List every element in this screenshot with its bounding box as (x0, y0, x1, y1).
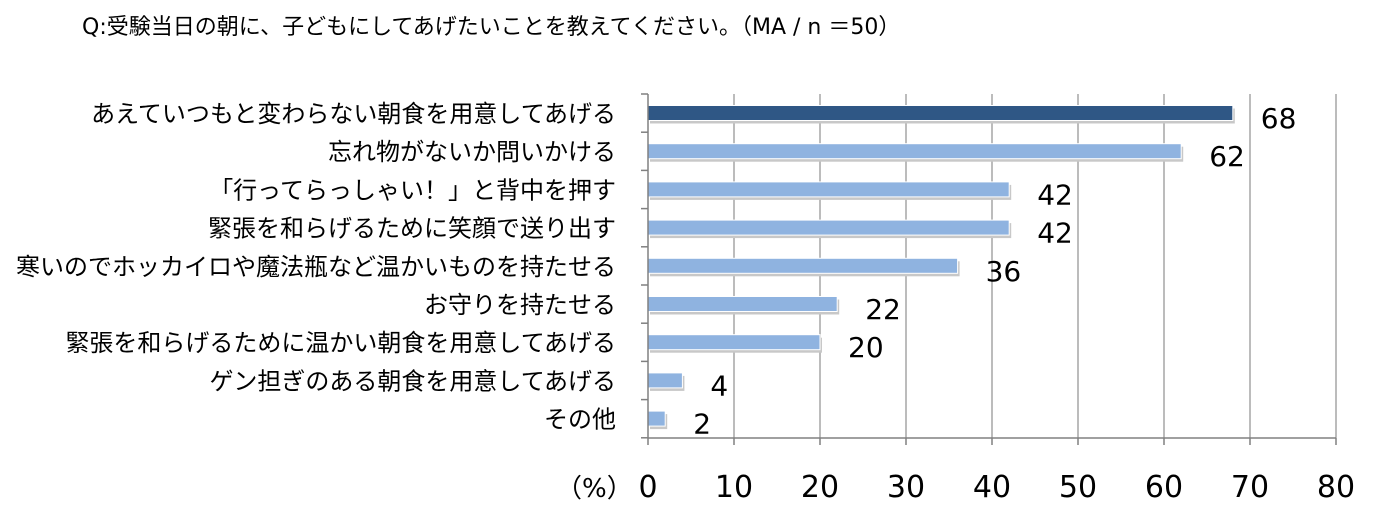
category-label: お守りを持たせる (424, 291, 616, 319)
category-label: 忘れ物がないか問いかける (328, 138, 616, 166)
value-label: 62 (1209, 140, 1245, 173)
value-label: 2 (693, 408, 711, 441)
x-tick-label: 60 (1145, 470, 1183, 505)
category-label: その他 (544, 406, 616, 434)
category-label: ゲン担ぎのある朝食を用意してあげる (209, 367, 616, 395)
bar (647, 296, 838, 312)
bar (647, 334, 821, 351)
category-label: 緊張を和らげるために温かい朝食を用意してあげる (65, 329, 616, 357)
x-tick-label: 80 (1317, 470, 1355, 505)
unit-label: （%） (556, 474, 633, 504)
x-axis: 0 10 20 30 40 50 60 70 80 (638, 93, 1355, 505)
chart-title: Q:受験当日の朝に、子どもにしてあげたいことを教えてください。（MA / n ＝… (82, 15, 900, 40)
x-tick-label: 10 (715, 470, 753, 505)
x-tick-label: 70 (1231, 470, 1269, 505)
category-labels: あえていつもと変わらない朝食を用意してあげる忘れ物がないか問いかける「行ってらっ… (16, 100, 616, 434)
value-label: 4 (710, 369, 728, 402)
value-label: 22 (865, 293, 901, 326)
bar (647, 410, 666, 427)
category-label: あえていつもと変わらない朝食を用意してあげる (91, 100, 616, 128)
bars-group (647, 105, 1235, 430)
bar (647, 219, 1010, 236)
value-label: 36 (986, 255, 1022, 288)
category-label: 「行ってらっしゃい！」と背中を押す (209, 176, 616, 204)
value-label: 42 (1037, 178, 1073, 211)
x-tick-label: 20 (801, 470, 839, 505)
bar (647, 257, 959, 274)
bar (647, 143, 1182, 160)
x-tick-label: 40 (973, 470, 1011, 505)
x-tick-label: 0 (638, 470, 657, 505)
x-tick-label: 30 (887, 470, 925, 505)
bar (647, 105, 1234, 121)
value-label: 42 (1037, 217, 1073, 250)
bar (647, 372, 683, 389)
value-label: 68 (1261, 102, 1297, 135)
category-label: 緊張を和らげるために笑顔で送り出す (208, 215, 616, 243)
category-label: 寒いのでホッカイロや魔法瓶など温かいものを持たせる (16, 253, 616, 281)
bar (647, 181, 1010, 198)
x-tick-label: 50 (1059, 470, 1097, 505)
value-label: 20 (848, 331, 884, 364)
